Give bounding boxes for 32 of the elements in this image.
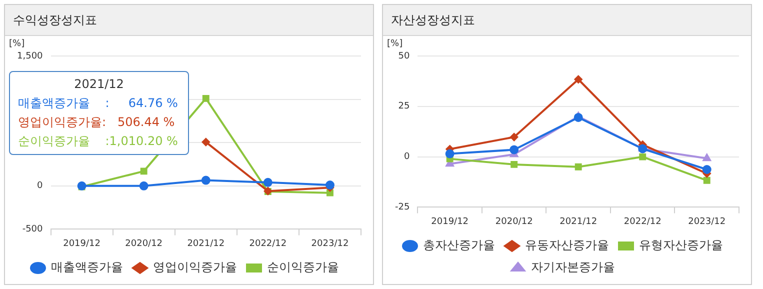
legend-label: 영업이익증가율 [153,260,237,274]
y-tick-label: 0 [404,152,410,162]
x-tick-label: 2020/12 [495,216,533,227]
x-tick-label: 2021/12 [560,216,598,227]
x-tick-label: 2019/12 [431,216,469,227]
legend-label: 총자산증가율 [423,238,495,252]
y-tick-label: 1,500 [17,51,44,62]
x-tick-label: 2020/12 [125,238,163,249]
legend-label: 자기자본증가율 [531,260,615,274]
x-tick-label: 2019/12 [63,238,100,249]
y-tick-label: 50 [398,51,410,62]
annotation: 영업이익증가율: 506.44 % [18,114,176,131]
y-axis-title: [%] [9,38,25,49]
y-tick-label: -500 [22,224,44,235]
y-tick-label: 25 [398,102,410,112]
x-tick-label: 2023/12 [311,238,349,249]
legend-label: 유동자산증가율 [525,238,609,252]
annotation: 순이익증가율 :1,010.20 % [18,133,179,150]
x-tick-label: 2022/12 [249,238,287,249]
legend-label: 유형자산증가율 [639,238,723,252]
y-tick-label: -25 [394,202,410,213]
legend-label: 순이익증가율 [267,260,339,274]
legend-label: 매출액증가율 [51,260,123,274]
y-tick-label: 0 [37,181,44,192]
chart-title: 수익성장성지표 [5,5,373,36]
x-tick-label: 2023/12 [688,216,726,227]
chart-title: 자산성장성지표 [383,5,751,36]
x-tick-label: 2022/12 [624,216,662,227]
annotation: 2021/12 [73,76,125,93]
x-tick-label: 2021/12 [187,238,225,249]
y-axis-title: [%] [387,38,403,49]
annotation: 매출액증가율 : 64.76 % [18,95,179,112]
